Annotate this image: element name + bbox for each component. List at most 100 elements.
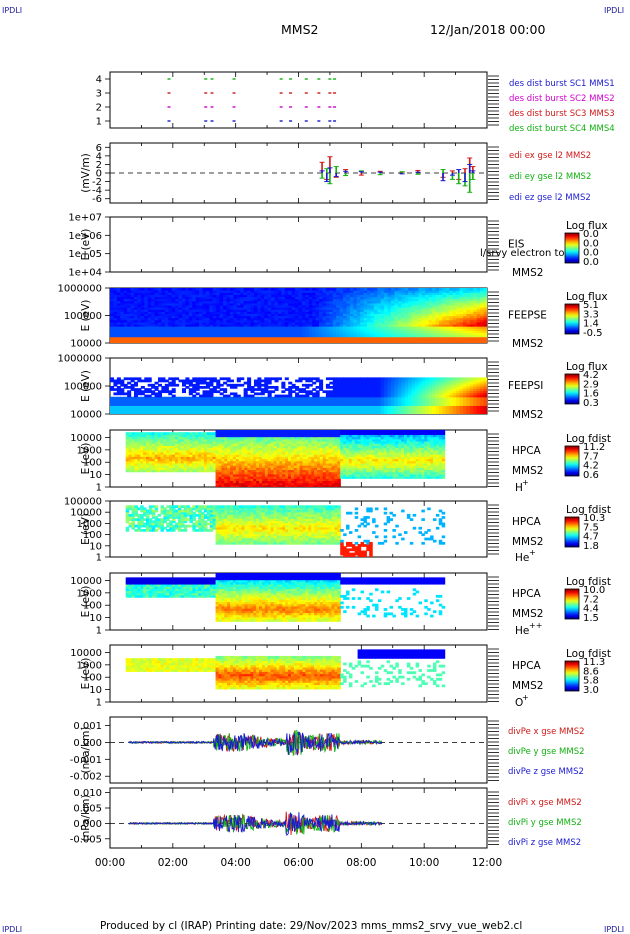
feeps_i-panel-cell bbox=[360, 401, 365, 404]
feeps_e-panel-cell bbox=[291, 298, 296, 302]
feeps_i-panel-cell bbox=[113, 396, 118, 400]
feeps_e-panel-cell bbox=[157, 302, 163, 306]
feeps_e-panel-cell bbox=[312, 290, 317, 293]
feeps_i-panel-cell bbox=[432, 398, 437, 402]
feeps_i-panel-cell bbox=[199, 379, 204, 383]
feeps_i-panel-cell bbox=[411, 409, 416, 413]
feeps_i-panel-cell bbox=[195, 403, 200, 406]
feeps_i-panel-cell bbox=[469, 403, 474, 406]
feeps_i-panel-cell bbox=[147, 394, 152, 398]
feeps_i-panel-cell bbox=[212, 386, 217, 389]
feeps_i-panel-cell bbox=[456, 396, 461, 400]
feeps_i-panel-cell bbox=[250, 405, 255, 409]
feeps_i-panel-cell bbox=[274, 403, 279, 406]
feeps_e-panel-cell bbox=[288, 298, 293, 302]
feeps_e-panel-cell bbox=[476, 300, 481, 304]
feeps_e-panel-cell bbox=[404, 304, 409, 308]
feeps_e-panel-cell bbox=[192, 332, 197, 336]
feeps_e-panel-cell bbox=[216, 334, 221, 338]
feeps_i-panel-cell bbox=[356, 383, 361, 387]
feeps_e-panel-cell bbox=[274, 340, 279, 343]
feeps_e-panel-cell bbox=[192, 294, 197, 298]
feeps_i-panel-cell bbox=[274, 407, 279, 411]
feeps_e-panel-cell bbox=[267, 311, 272, 314]
feeps_e-panel-cell bbox=[349, 330, 354, 334]
feeps_e-panel-cell bbox=[264, 328, 269, 331]
feeps_e-panel-cell bbox=[373, 288, 378, 291]
feeps_i-panel-cell bbox=[411, 392, 416, 396]
feeps_e-panel-cell bbox=[281, 319, 286, 323]
feeps_i-panel-cell bbox=[151, 405, 156, 409]
feeps_i-panel-cell bbox=[147, 379, 152, 383]
feeps_e-panel-cell bbox=[274, 309, 279, 312]
feeps_i-panel-cell bbox=[120, 409, 125, 413]
feeps_e-panel-cell bbox=[408, 321, 413, 325]
feeps_i-panel-cell bbox=[315, 392, 320, 396]
feeps_i-panel-cell bbox=[312, 394, 317, 398]
feeps_e-panel-cell bbox=[284, 319, 289, 323]
feeps_i-panel-cell bbox=[181, 411, 186, 414]
feeps_i-panel-cell bbox=[199, 401, 204, 404]
feeps_i-panel-cell bbox=[130, 411, 135, 414]
feeps_e-panel-cell bbox=[188, 294, 193, 298]
feeps_e-panel-cell bbox=[229, 338, 234, 342]
feeps_i-panel-cell bbox=[425, 401, 430, 404]
feeps_i-panel-cell bbox=[360, 381, 365, 385]
feeps_e-panel-cell bbox=[428, 321, 433, 325]
feeps_i-panel-cell bbox=[452, 381, 457, 385]
feeps_e-panel-cell bbox=[264, 315, 269, 319]
feeps_e-panel-cell bbox=[476, 294, 481, 298]
feeps_e-panel-cell bbox=[339, 300, 344, 304]
feeps_e-panel-cell bbox=[370, 330, 375, 334]
feeps_i-panel-cell bbox=[473, 411, 478, 414]
feeps_e-panel-cell bbox=[408, 340, 413, 343]
feeps_i-panel-cell bbox=[212, 411, 217, 414]
feeps_e-panel-cell bbox=[308, 336, 313, 340]
feeps_e-panel-cell bbox=[181, 330, 186, 334]
feeps_e-panel-cell bbox=[253, 311, 258, 314]
feeps_i-panel-cell bbox=[260, 388, 265, 391]
feeps_e-panel-cell bbox=[291, 302, 296, 306]
feeps_i-panel-cell bbox=[157, 403, 163, 406]
feeps_e-panel-cell bbox=[339, 288, 344, 291]
feeps_i-panel-cell bbox=[205, 377, 210, 381]
feeps_e-panel-cell bbox=[445, 307, 450, 310]
feeps_i-panel-cell bbox=[356, 388, 361, 391]
feeps_e-panel-cell bbox=[387, 336, 392, 340]
feeps_e-panel-cell bbox=[435, 334, 440, 338]
feeps_e-panel-cell bbox=[264, 334, 269, 338]
feeps_i-panel-cell bbox=[411, 407, 416, 411]
feeps_i-panel-cell bbox=[216, 383, 221, 387]
feeps_i-panel-cell bbox=[164, 396, 169, 400]
feeps_i-panel-cell bbox=[387, 409, 392, 413]
feeps_i-panel-cell bbox=[312, 398, 317, 402]
feeps_i-panel-cell bbox=[349, 377, 354, 381]
feeps_e-panel-cell bbox=[339, 317, 344, 321]
hpca_h-panel-instrument-label: HPCA bbox=[512, 445, 542, 457]
feeps_i-panel-cell bbox=[133, 411, 139, 414]
feeps_i-panel-cell bbox=[202, 405, 207, 409]
feeps_e-panel-cell bbox=[360, 319, 365, 323]
feeps_i-panel-cell bbox=[308, 411, 313, 414]
feeps_e-panel-cell bbox=[192, 296, 197, 300]
feeps_e-panel-cell bbox=[466, 304, 471, 308]
feeps_e-panel-cell bbox=[442, 338, 447, 342]
feeps_i-panel-cell bbox=[205, 394, 210, 398]
feeps_e-panel-cell bbox=[271, 311, 276, 314]
feeps_i-panel-cell bbox=[408, 388, 413, 391]
feeps_i-panel-cell bbox=[312, 396, 317, 400]
feeps_i-panel-cell bbox=[339, 390, 344, 394]
feeps_e-panel-cell bbox=[260, 338, 265, 342]
feeps_e-panel-cell bbox=[250, 317, 255, 321]
feeps_i-panel-cell bbox=[353, 409, 358, 413]
feeps_e-panel-cell bbox=[147, 338, 152, 342]
feeps_e-panel-cell bbox=[435, 336, 440, 340]
feeps_i-panel-cell bbox=[367, 383, 372, 387]
feeps_i-panel-cell bbox=[370, 405, 375, 409]
feeps_e-panel-cell bbox=[137, 307, 142, 310]
feeps_i-panel-cell bbox=[243, 407, 248, 411]
feeps_e-panel-cell bbox=[476, 323, 481, 327]
feeps_i-panel-cell bbox=[332, 394, 337, 398]
feeps_e-panel-cell bbox=[415, 323, 420, 327]
feeps_e-panel-cell bbox=[315, 309, 320, 312]
